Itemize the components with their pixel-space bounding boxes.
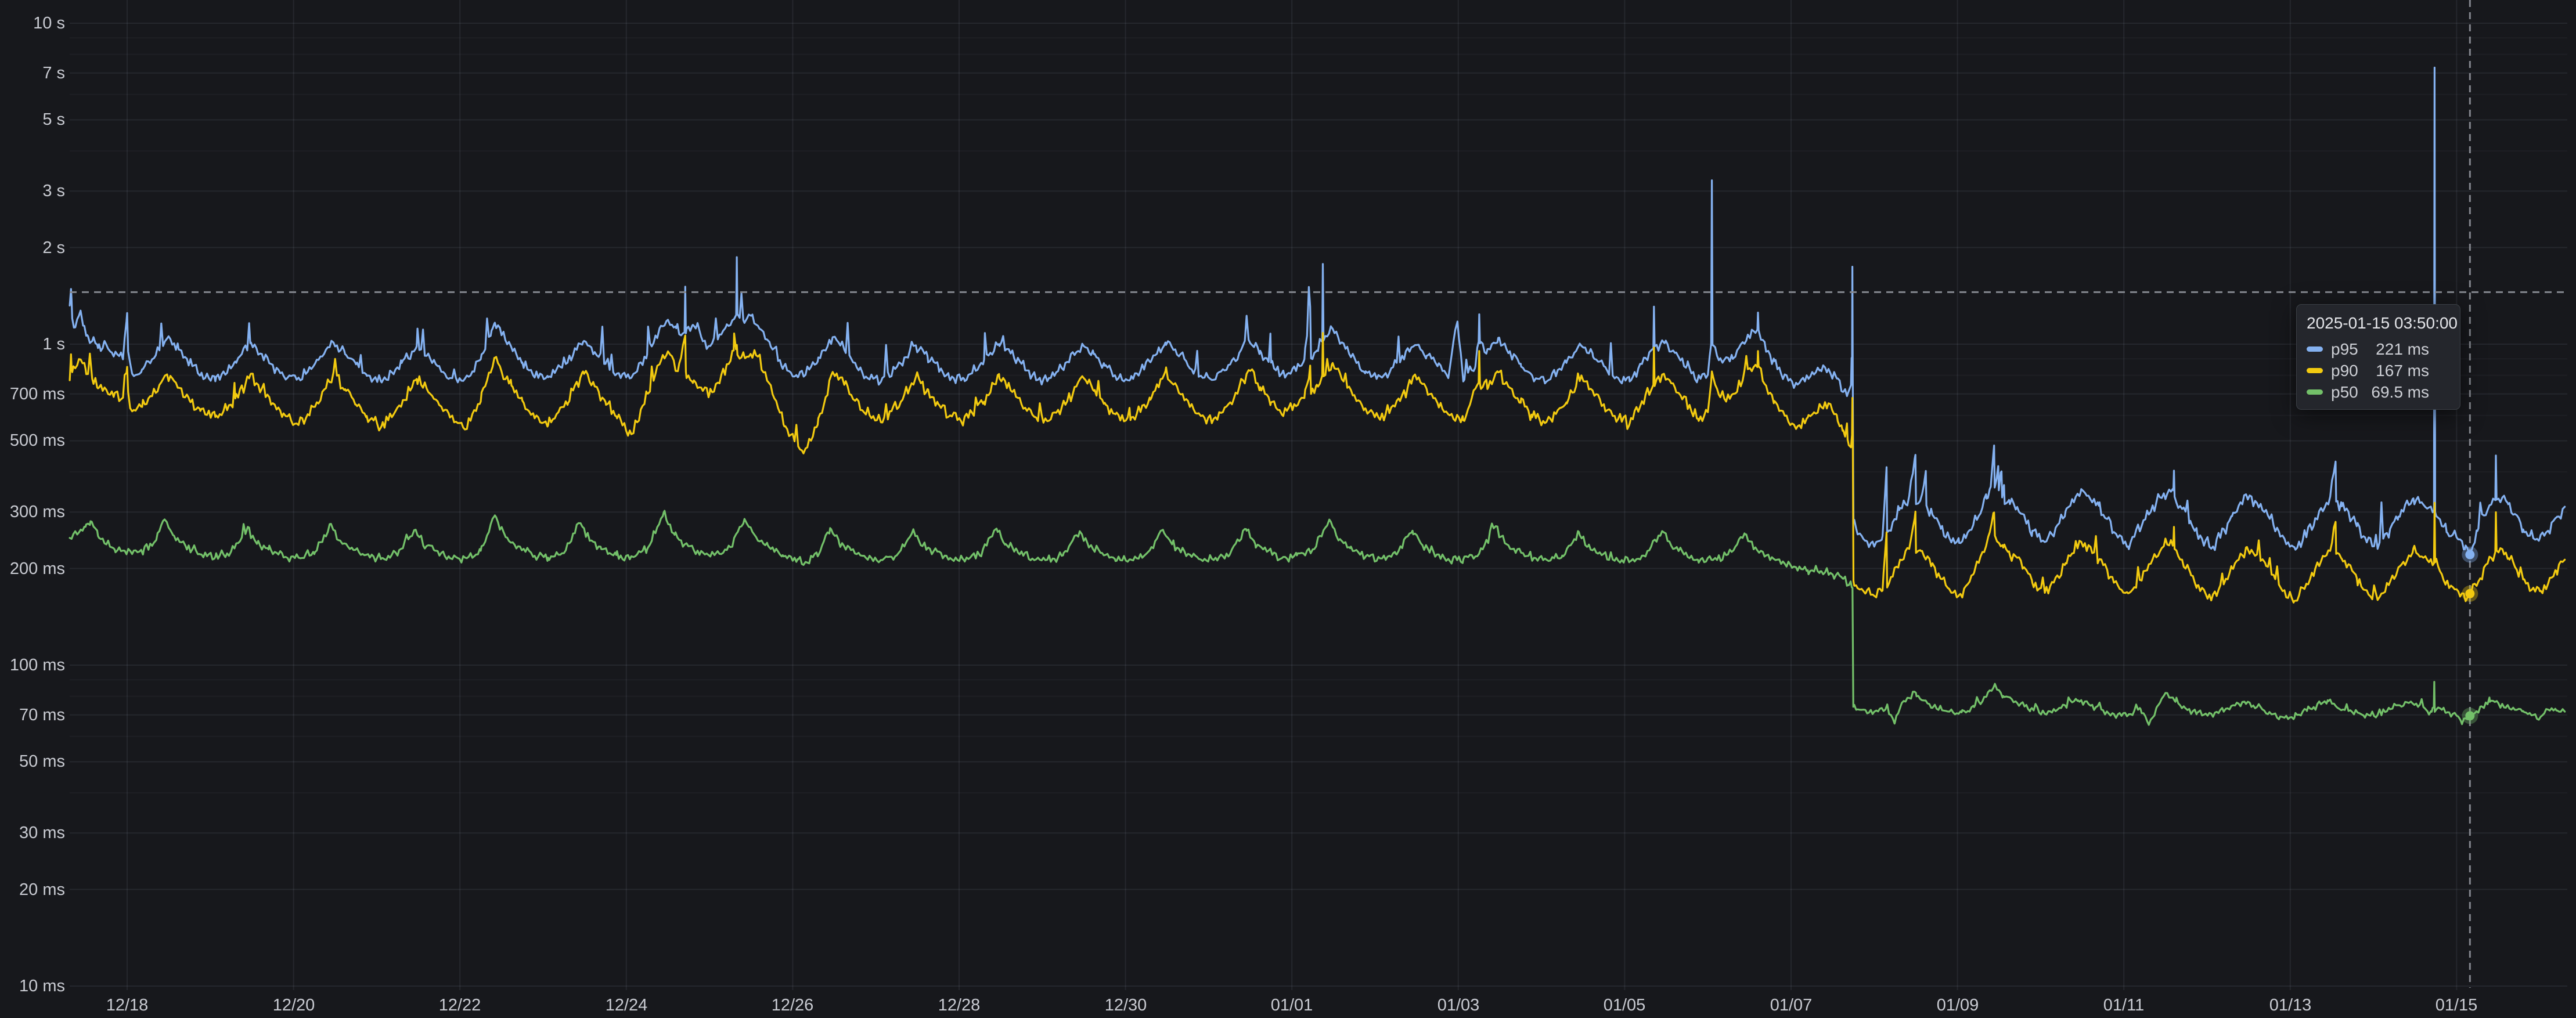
series-line-p95 <box>69 66 2566 556</box>
tooltip-series-label: p95 <box>2331 340 2358 358</box>
hover-point-dot <box>2465 589 2475 598</box>
tooltip-series-value: 221 ms <box>2376 340 2429 358</box>
p50-color-swatch-icon <box>2307 389 2323 395</box>
x-tick-label: 01/13 <box>2269 996 2312 1015</box>
series-line-p90 <box>69 332 2566 604</box>
x-tick-label: 01/01 <box>1270 996 1313 1015</box>
crosshair <box>70 0 2567 988</box>
x-tick-label: 12/18 <box>106 996 149 1015</box>
hover-point-dot <box>2465 711 2475 721</box>
tooltip-row-p50: p50 69.5 ms <box>2307 381 2449 403</box>
x-tick-label: 12/24 <box>605 996 648 1015</box>
series-line-p50 <box>69 510 2566 726</box>
x-tick-label: 12/20 <box>272 996 315 1015</box>
x-tick-label: 01/09 <box>1936 996 1979 1015</box>
p90-color-swatch-icon <box>2307 368 2323 373</box>
x-tick-label: 01/05 <box>1603 996 1646 1015</box>
x-tick-label: 01/03 <box>1437 996 1480 1015</box>
tooltip-series-value: 167 ms <box>2376 361 2429 380</box>
x-tick-label: 01/07 <box>1770 996 1813 1015</box>
x-tick-label: 01/15 <box>2435 996 2478 1015</box>
tooltip-series-label: p50 <box>2331 382 2358 401</box>
x-tick-label: 12/26 <box>771 996 814 1015</box>
tooltip-series-label: p90 <box>2331 361 2358 380</box>
tooltip-row-p90: p90 167 ms <box>2307 360 2449 381</box>
series-lines <box>69 66 2566 726</box>
hover-point-markers <box>2462 546 2478 724</box>
x-tick-label: 01/11 <box>2103 996 2145 1015</box>
tooltip-row-p95: p95 221 ms <box>2307 338 2449 360</box>
p95-color-swatch-icon <box>2307 346 2323 352</box>
gridlines <box>70 0 2567 990</box>
hover-point-dot <box>2465 550 2475 559</box>
tooltip-series-value: 69.5 ms <box>2371 382 2429 401</box>
x-tick-label: 12/30 <box>1104 996 1147 1015</box>
tooltip-timestamp: 2025-01-15 03:50:00 <box>2307 314 2458 332</box>
x-tick-label: 12/22 <box>438 996 481 1015</box>
x-tick-label: 12/28 <box>938 996 981 1015</box>
tooltip: 2025-01-15 03:50:00 p95 221 ms p90 167 m… <box>2296 304 2460 410</box>
